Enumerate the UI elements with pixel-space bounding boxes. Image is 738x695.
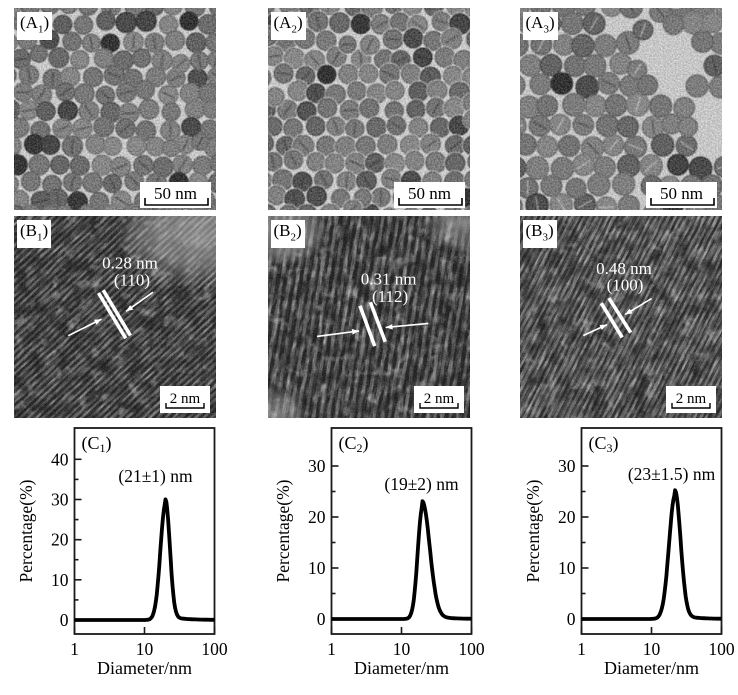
svg-text:10: 10 — [136, 639, 154, 659]
svg-text:(110): (110) — [114, 271, 150, 290]
svg-text:Percentage(%): Percentage(%) — [523, 479, 543, 582]
svg-text:10: 10 — [392, 639, 410, 659]
svg-text:30: 30 — [51, 490, 69, 510]
svg-text:Percentage(%): Percentage(%) — [273, 479, 293, 582]
svg-text:40: 40 — [51, 449, 69, 469]
svg-text:10: 10 — [558, 558, 576, 578]
svg-text:20: 20 — [558, 507, 576, 527]
svg-text:Diameter/nm: Diameter/nm — [97, 658, 192, 678]
svg-text:2 nm: 2 nm — [423, 391, 454, 407]
svg-text:20: 20 — [51, 530, 69, 550]
svg-text:50 nm: 50 nm — [408, 184, 451, 203]
svg-text:10: 10 — [642, 639, 660, 659]
svg-text:2 nm: 2 nm — [675, 391, 706, 407]
svg-text:50 nm: 50 nm — [154, 184, 197, 203]
svg-text:0.31 nm: 0.31 nm — [360, 270, 416, 289]
svg-text:10: 10 — [51, 570, 69, 590]
svg-text:Diameter/nm: Diameter/nm — [604, 658, 699, 678]
svg-text:30: 30 — [308, 456, 326, 476]
svg-text:100: 100 — [708, 639, 735, 659]
svg-text:1: 1 — [70, 639, 79, 659]
svg-text:2 nm: 2 nm — [170, 391, 201, 407]
svg-text:(19±2) nm: (19±2) nm — [384, 474, 459, 494]
svg-text:0: 0 — [60, 610, 69, 630]
svg-text:0: 0 — [566, 609, 575, 629]
svg-text:(23±1.5) nm: (23±1.5) nm — [627, 464, 715, 484]
svg-text:50 nm: 50 nm — [660, 184, 703, 203]
svg-text:0: 0 — [316, 609, 325, 629]
svg-text:Percentage(%): Percentage(%) — [16, 479, 36, 582]
svg-text:1: 1 — [327, 639, 336, 659]
svg-text:100: 100 — [201, 639, 228, 659]
svg-text:20: 20 — [308, 507, 326, 527]
svg-text:30: 30 — [558, 456, 576, 476]
svg-text:1: 1 — [577, 639, 586, 659]
svg-text:10: 10 — [308, 558, 326, 578]
svg-text:(C3): (C3) — [588, 433, 618, 455]
svg-text:(21±1) nm: (21±1) nm — [118, 466, 193, 486]
svg-text:Diameter/nm: Diameter/nm — [354, 658, 449, 678]
svg-text:(C1): (C1) — [82, 433, 112, 455]
svg-text:(100): (100) — [606, 276, 643, 295]
svg-text:100: 100 — [458, 639, 485, 659]
svg-text:(C2): (C2) — [338, 433, 368, 455]
svg-text:(112): (112) — [371, 287, 407, 306]
